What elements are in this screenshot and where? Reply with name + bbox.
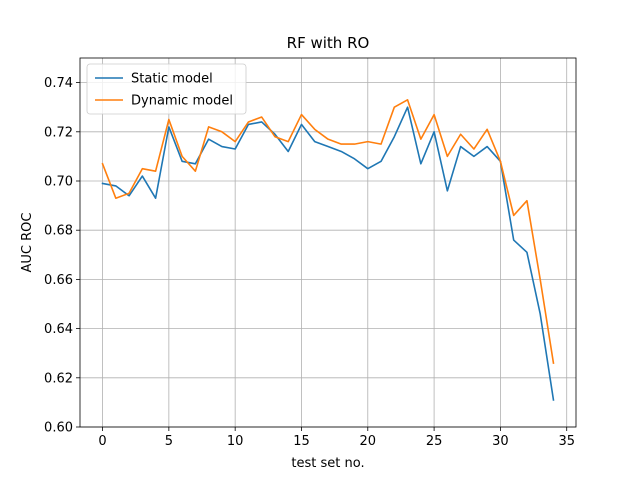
x-tick-label: 15: [293, 434, 310, 449]
y-tick-label: 0.68: [44, 224, 73, 239]
x-tick-label: 35: [558, 434, 575, 449]
y-tick-label: 0.74: [44, 76, 73, 91]
legend-label: Dynamic model: [131, 94, 233, 109]
chart-title: RF with RO: [287, 34, 370, 52]
y-tick-label: 0.64: [44, 322, 73, 337]
x-tick-label: 25: [426, 434, 443, 449]
x-tick-label: 30: [492, 434, 509, 449]
legend-box: [86, 63, 247, 115]
y-axis-label: AUC ROC: [20, 213, 35, 273]
series-layer: [101, 99, 555, 401]
y-tick-label: 0.66: [44, 273, 73, 288]
legend: Static model Dynamic model: [86, 63, 247, 115]
x-tick-label: 5: [165, 434, 173, 449]
y-tick-label: 0.70: [44, 175, 73, 190]
series-line-static-model: [101, 106, 555, 401]
y-tick-label: 0.60: [44, 421, 73, 436]
y-tick-label: 0.72: [44, 125, 73, 140]
plot-frame: [79, 57, 577, 428]
x-tick-label: 20: [360, 434, 377, 449]
y-tick-label: 0.62: [44, 371, 73, 386]
x-tick-label: 10: [227, 434, 244, 449]
legend-label: Static model: [131, 72, 213, 87]
x-axis-label: test set no.: [291, 456, 364, 471]
ticks-layer: 0 5 10 15 20 25 30 35 0.60 0.62 0.64 0.66 0.68 0.70 0.…: [44, 76, 575, 449]
x-tick-label: 0: [98, 434, 106, 449]
series-line-dynamic-model: [101, 99, 555, 364]
